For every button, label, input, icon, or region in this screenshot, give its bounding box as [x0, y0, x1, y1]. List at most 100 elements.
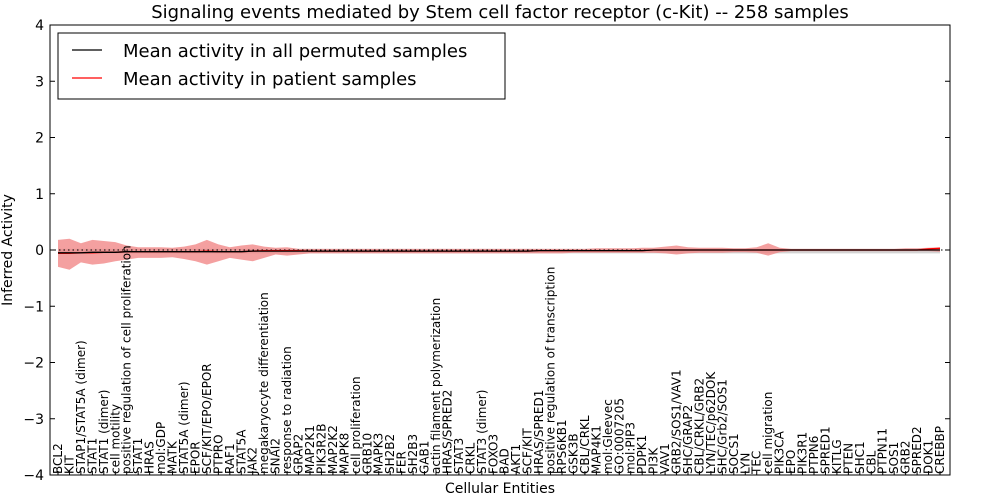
y-tick-label: 0: [35, 243, 44, 259]
x-tick-label: RPS6KB1: [555, 419, 569, 474]
x-tick-label: HRAS/SPRED2: [441, 390, 455, 474]
x-tick-label: SCF/KIT: [521, 428, 535, 474]
x-tick-label: STAT5A: [234, 429, 248, 474]
x-tick-label: response to radiation: [280, 346, 294, 474]
chart-title: Signaling events mediated by Stem cell f…: [151, 2, 849, 23]
x-tick-label: mol:PIP3: [624, 422, 638, 474]
x-axis-label: Cellular Entities: [445, 481, 555, 497]
y-tick-label: −1: [23, 299, 44, 315]
x-tick-label: CRKL: [463, 442, 477, 474]
x-tick-label: PIK3R2B: [315, 424, 329, 474]
x-tick-label: VAV1: [658, 443, 672, 474]
x-tick-label: SOS1: [887, 442, 901, 474]
x-tick-label: GRAP2: [292, 434, 306, 474]
y-tick-label: −2: [23, 356, 44, 372]
y-tick-label: 4: [35, 18, 44, 34]
x-tick-label: GRB2/SOS1/VAV1: [670, 369, 684, 474]
x-tick-label: mol:Gleevec: [601, 399, 615, 474]
x-tick-label: CBL: [864, 450, 878, 474]
x-tick-label: SNAI2: [269, 438, 283, 474]
x-tick-label: STAT1: [131, 438, 145, 474]
x-tick-label: KIT: [63, 455, 77, 474]
x-tick-label: MAP4K1: [589, 425, 603, 474]
y-tick-label: 3: [35, 74, 44, 90]
x-tick-label: CBL/CRKL/GRB2: [693, 378, 707, 474]
x-tick-label: DOK1: [922, 440, 936, 474]
x-tick-label: MAP2K1: [303, 425, 317, 474]
patient-band: [58, 238, 940, 270]
x-tick-label: STAT1: [85, 438, 99, 474]
x-tick-label: MAPK3: [372, 433, 386, 474]
x-tick-label: actin filament polymerization: [429, 298, 443, 474]
x-tick-label: GAB1: [418, 441, 432, 474]
x-tick-label: STAT3 (dimer): [475, 390, 489, 474]
x-tick-label: MAPK8: [337, 433, 351, 474]
x-tick-label: EPO: [784, 450, 798, 474]
x-tick-label: FOXO3: [486, 434, 500, 474]
legend: Mean activity in all permuted samples Me…: [57, 32, 506, 100]
x-tick-label: SHC1: [853, 441, 867, 474]
x-tick-label: FER: [395, 451, 409, 474]
x-tick-label: EPOR: [189, 441, 203, 474]
x-tick-label: SOCS1: [727, 433, 741, 474]
x-tick-label: LYN: [738, 453, 752, 474]
x-tick-label: MAP2K2: [326, 425, 340, 474]
x-tick-label: cell migration: [761, 392, 775, 474]
x-tick-label: SPRED1: [819, 426, 833, 474]
x-tick-label: PTPN11: [876, 428, 890, 474]
permuted-mean-line: [58, 249, 940, 254]
x-tick-label: CREBBP: [933, 426, 947, 474]
plot-area: [50, 238, 950, 270]
x-tick-label: JAK2: [246, 447, 260, 475]
x-tick-label: SPRED2: [910, 426, 924, 474]
x-tick-label: KITLG: [830, 439, 844, 474]
x-tick-label: SCF/KIT/EPO/EPOR: [200, 363, 214, 474]
x-tick-label: cell proliferation: [349, 376, 363, 474]
x-tick-label: PTPN6: [807, 436, 821, 474]
x-tick-label: TEC: [750, 451, 764, 475]
x-tick-label: positive regulation of cell proliferatio…: [120, 245, 134, 474]
x-tick-label: mol:GDP: [154, 422, 168, 474]
y-axis: −4 −3 −2 −1 0 1 2 3 4: [23, 18, 950, 484]
x-tick-label: GRB10: [360, 433, 374, 474]
x-tick-label: PI3K: [647, 447, 661, 474]
x-tick-label: HRAS/SPRED1: [532, 390, 546, 474]
x-tick-label: STAT1 (dimer): [97, 390, 111, 474]
x-tick-label: PIK3R1: [796, 432, 810, 474]
x-tick-label: SHC/GRAP2: [681, 405, 695, 474]
y-tick-label: 2: [35, 131, 44, 147]
x-tick-label: PIK3CA: [773, 430, 787, 474]
x-tick-label: RAF1: [223, 443, 237, 474]
legend-label-patient: Mean activity in patient samples: [123, 69, 417, 90]
x-tick-label: CBL/CRKL: [578, 415, 592, 474]
y-tick-label: −4: [23, 468, 44, 484]
x-tick-label: SH2B2: [383, 434, 397, 474]
x-tick-label: STAP1/STAT5A (dimer): [74, 340, 88, 474]
x-tick-label: megakaryocyte differentiation: [257, 292, 271, 474]
x-tick-label: GRB2: [899, 440, 913, 474]
y-tick-label: 1: [35, 187, 44, 203]
x-tick-label: SHC/Grb2/SOS1: [715, 379, 729, 474]
x-tick-label: cell motility: [108, 404, 122, 474]
x-tick-label: BAD: [498, 448, 512, 474]
y-tick-label: −3: [23, 412, 44, 428]
x-tick-label: LYN/TEC/p62DOK: [704, 371, 718, 474]
x-tick-label: PTEN: [841, 443, 855, 474]
legend-box: [57, 32, 506, 100]
x-tick-label: GSK3B: [567, 433, 581, 474]
x-tick-label: GO:0007205: [612, 398, 626, 474]
x-tick-label: AKT1: [509, 444, 523, 474]
x-tick-label: STAT5A (dimer): [177, 381, 191, 474]
x-tick-label: positive regulation of transcription: [544, 267, 558, 474]
x-tick-label: PDPK1: [635, 435, 649, 474]
x-tick-label: STAT3: [452, 438, 466, 474]
x-tick-label: HRAS: [143, 441, 157, 474]
y-axis-label: Inferred Activity: [0, 194, 16, 306]
legend-label-permuted: Mean activity in all permuted samples: [123, 41, 467, 62]
x-tick-label: SH2B3: [406, 434, 420, 474]
x-tick-label: MATK: [166, 440, 180, 474]
x-tick-label: PTPRO: [211, 434, 225, 474]
x-tick-label: BCL2: [51, 443, 65, 474]
